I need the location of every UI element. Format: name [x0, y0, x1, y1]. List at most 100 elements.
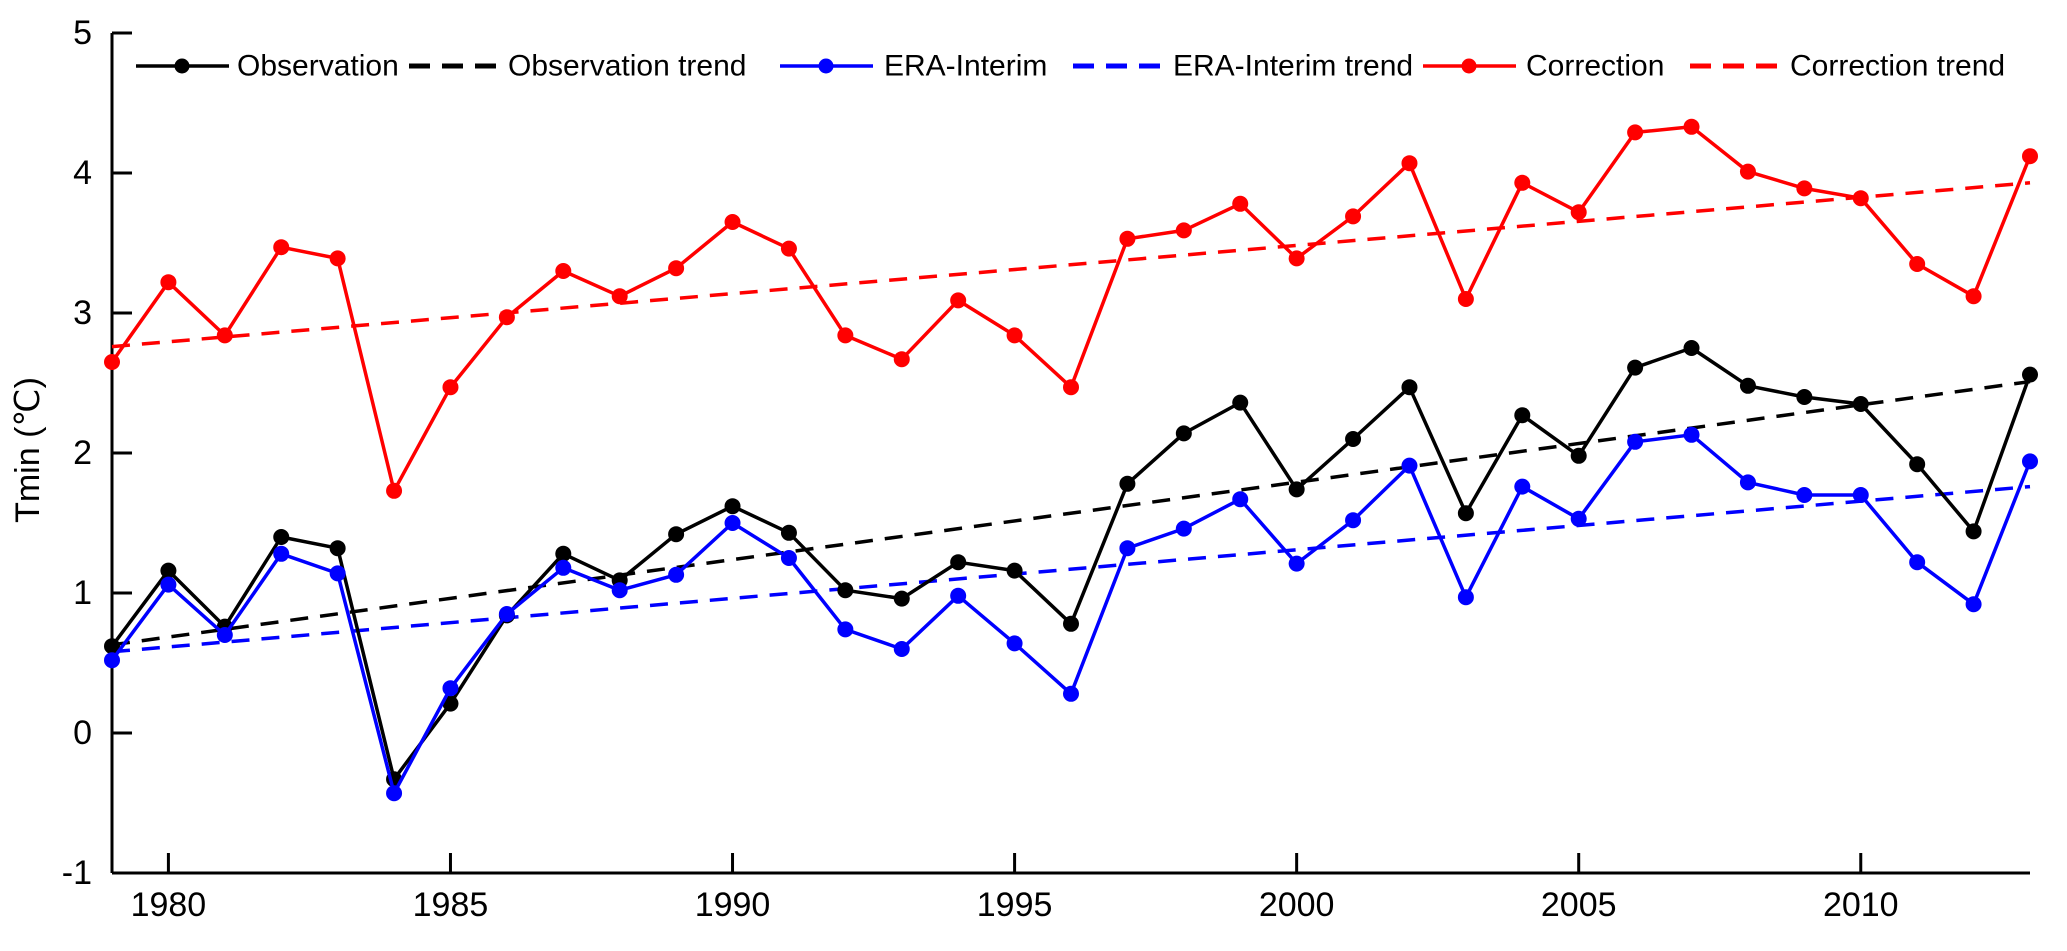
data-point-correction	[1401, 155, 1418, 172]
data-point-era-interim	[1739, 474, 1756, 491]
data-point-correction	[1570, 204, 1587, 221]
axes-layer: -1 0 1 2 3 4 5 1980 1985 1990 1995 2000 2005 2010	[62, 14, 2030, 924]
data-point-correction	[442, 379, 459, 396]
data-point-correction	[724, 214, 741, 230]
data-point-correction	[1965, 288, 1982, 305]
series-line-correction	[110, 125, 2032, 493]
data-point-observation	[1852, 396, 1869, 412]
data-point-correction	[104, 354, 120, 370]
data-point-correction	[2022, 148, 2038, 165]
data-point-era-interim	[1401, 457, 1418, 474]
data-point-observation	[1796, 389, 1813, 405]
data-point-observation	[1965, 523, 1982, 540]
data-point-era-interim	[1570, 510, 1587, 527]
trend-line-observation-trend	[111, 379, 2031, 647]
y-tick-label: 1	[73, 574, 92, 612]
data-point-era-interim	[1119, 540, 1136, 557]
data-point-observation	[555, 545, 572, 562]
data-point-correction	[837, 327, 854, 344]
y-tick-label: 2	[73, 434, 92, 472]
data-point-correction	[216, 327, 233, 344]
data-point-correction	[1683, 118, 1700, 135]
x-tick-label: 2005	[1541, 886, 1617, 924]
data-point-correction	[1514, 174, 1531, 191]
legend-label-correction-trend: Correction trend	[1790, 50, 2005, 83]
data-point-correction	[1119, 230, 1136, 247]
data-point-observation	[1288, 481, 1305, 498]
data-point-era-interim	[837, 621, 854, 638]
data-point-era-interim	[1457, 589, 1474, 606]
data-point-correction	[1457, 291, 1474, 307]
legend-label-era-interim: ERA-Interim	[884, 50, 1047, 83]
data-point-era-interim	[724, 515, 741, 531]
data-point-observation	[1514, 407, 1531, 424]
data-point-observation	[893, 590, 910, 607]
data-point-era-interim	[160, 576, 177, 593]
y-tick-label: 5	[73, 14, 92, 52]
data-point-era-interim	[1288, 555, 1305, 572]
data-point-era-interim	[498, 606, 515, 622]
legend-marker-observation	[174, 58, 190, 74]
data-point-era-interim	[442, 680, 459, 697]
data-point-era-interim	[555, 559, 572, 576]
data-point-observation	[273, 529, 290, 545]
data-point-correction	[1909, 256, 1926, 272]
data-point-era-interim	[386, 785, 403, 802]
data-point-observation	[1175, 425, 1192, 442]
x-tick-label: 1995	[977, 886, 1053, 924]
data-point-correction	[555, 263, 572, 279]
y-tick-label: 0	[73, 714, 92, 752]
data-point-observation	[837, 582, 854, 599]
data-point-era-interim	[1514, 478, 1531, 495]
data-point-correction	[668, 260, 685, 277]
data-point-observation	[1232, 394, 1249, 411]
y-tick-label: 4	[73, 154, 92, 192]
data-point-correction	[1232, 195, 1249, 212]
data-point-correction	[611, 288, 628, 305]
x-tick-label: 2010	[1823, 886, 1899, 924]
data-point-era-interim	[893, 641, 910, 657]
data-point-era-interim	[1232, 491, 1249, 508]
data-point-observation	[1739, 377, 1756, 394]
y-tick-label: 3	[73, 294, 92, 332]
data-point-observation	[1570, 447, 1587, 464]
data-point-correction	[1852, 190, 1869, 207]
data-point-observation	[724, 498, 741, 515]
data-point-correction	[1796, 180, 1813, 197]
data-point-observation	[329, 540, 346, 557]
data-point-observation	[950, 554, 967, 571]
data-point-era-interim	[1796, 487, 1813, 503]
data-point-observation	[1683, 340, 1700, 356]
series-layer	[104, 118, 2038, 802]
data-point-correction	[498, 309, 515, 326]
data-point-observation	[1909, 456, 1926, 473]
data-point-era-interim	[1175, 520, 1192, 537]
data-point-era-interim	[1345, 512, 1362, 529]
data-point-era-interim	[1063, 685, 1079, 702]
data-point-era-interim	[1852, 487, 1869, 503]
data-point-correction	[950, 292, 967, 309]
data-point-observation	[1119, 475, 1136, 492]
data-point-observation	[1006, 562, 1023, 579]
legend-label-observation: Observation	[237, 50, 399, 83]
trend-line-era-interim-trend	[111, 484, 2031, 654]
data-point-era-interim	[780, 550, 797, 566]
data-point-era-interim	[1909, 554, 1926, 571]
data-point-correction	[1345, 208, 1362, 225]
data-point-era-interim	[1006, 635, 1023, 652]
series-line-observation	[110, 346, 2032, 781]
data-point-era-interim	[216, 627, 233, 643]
data-point-correction	[160, 274, 177, 291]
data-point-observation	[1627, 359, 1644, 376]
trend-line-correction-trend	[111, 181, 2031, 349]
data-point-observation	[780, 524, 797, 541]
data-point-observation	[2022, 366, 2038, 383]
data-point-observation	[1345, 431, 1362, 447]
legend-label-observation-trend: Observation trend	[508, 50, 746, 83]
data-point-era-interim	[668, 566, 685, 583]
data-point-observation	[104, 638, 120, 655]
data-point-correction	[1175, 222, 1192, 239]
data-point-observation	[1063, 615, 1079, 632]
data-point-observation	[160, 562, 177, 579]
